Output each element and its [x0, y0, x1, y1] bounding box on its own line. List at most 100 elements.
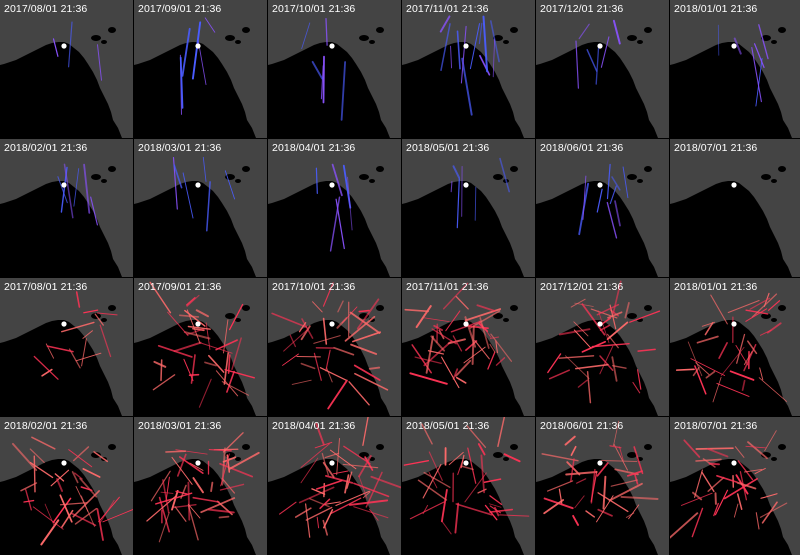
trajectory-streak	[743, 350, 753, 366]
trajectory-streak	[452, 335, 463, 352]
trajectory-streak	[754, 467, 766, 475]
trajectory-streak	[313, 335, 341, 344]
map-panel: 2017/12/01 21:36	[536, 0, 669, 138]
origin-marker	[195, 460, 201, 466]
land-area	[402, 278, 535, 416]
origin-marker	[597, 460, 603, 466]
origin-marker	[195, 43, 201, 49]
trajectory-streak	[680, 492, 713, 506]
trajectory-streak	[415, 305, 432, 329]
trajectory-streak	[300, 362, 316, 370]
trajectory-streak	[167, 311, 189, 336]
trajectory-streak	[622, 166, 629, 199]
trajectory-streak	[353, 506, 389, 519]
trajectory-streak	[222, 456, 237, 463]
trajectory-streak	[152, 374, 176, 391]
trajectory-streak	[337, 300, 344, 313]
trajectory-streak	[585, 510, 596, 518]
trajectory-streak	[165, 450, 187, 453]
trajectory-streak	[596, 303, 620, 316]
trajectory-streak	[713, 502, 719, 517]
trajectory-streak	[75, 291, 81, 308]
map-panel: 2017/08/01 21:36	[0, 0, 133, 138]
trajectory-streak	[701, 471, 715, 493]
trajectory-streak	[329, 449, 357, 470]
trajectory-streak	[489, 495, 503, 506]
trajectory-streak	[199, 342, 233, 354]
trajectory-streak	[146, 495, 177, 522]
trajectory-streak	[346, 471, 353, 489]
origin-marker	[61, 321, 67, 327]
trajectory-streak	[315, 479, 343, 490]
trajectory-streak	[455, 359, 472, 377]
trajectory-streak	[691, 507, 704, 538]
map-panel: 2018/01/01 21:36	[670, 0, 800, 138]
map-canvas	[670, 0, 800, 138]
panel-timestamp: 2018/02/01 21:36	[4, 142, 88, 154]
trajectory-streak	[468, 325, 489, 330]
map-panel: 2017/09/01 21:36	[134, 278, 267, 416]
trajectory-streak	[210, 481, 214, 493]
trajectory-streak	[687, 341, 703, 377]
trajectory-streak	[362, 417, 369, 446]
trajectory-streak	[417, 479, 448, 501]
trajectory-streak	[325, 18, 328, 46]
panel-timestamp: 2018/03/01 21:36	[138, 420, 222, 432]
water-inlet	[627, 174, 637, 180]
map-panel: 2018/03/01 21:36	[134, 139, 267, 277]
water-inlet	[108, 305, 116, 311]
water-inlet	[108, 27, 116, 33]
trajectory-streak	[609, 445, 622, 449]
trajectory-streak	[90, 196, 98, 226]
trajectory-streak	[150, 470, 171, 502]
panel-timestamp: 2018/05/01 21:36	[406, 142, 490, 154]
water-inlet	[91, 174, 101, 180]
trajectory-streak	[315, 422, 325, 446]
water-inlet	[761, 313, 771, 319]
trajectory-streak	[767, 300, 781, 311]
trajectory-streak	[619, 446, 624, 461]
panel-timestamp: 2017/08/01 21:36	[4, 281, 88, 293]
land-area	[402, 0, 535, 138]
trajectory-streak	[424, 317, 450, 323]
trajectory-streak	[218, 515, 230, 519]
water-inlet	[376, 444, 384, 450]
map-canvas	[0, 0, 133, 138]
water-inlet	[627, 35, 637, 41]
trajectory-streak	[428, 451, 443, 481]
trajectory-streak	[727, 299, 760, 314]
map-canvas	[0, 139, 133, 277]
trajectory-streak	[102, 509, 133, 523]
trajectory-streak	[71, 471, 79, 484]
trajectory-streak	[612, 365, 627, 369]
map-panel: 2018/05/01 21:36	[402, 417, 535, 555]
land-area	[670, 0, 800, 138]
trajectory-streak	[637, 348, 656, 352]
trajectory-streak	[456, 178, 460, 229]
land-area	[134, 417, 267, 555]
trajectory-streak	[614, 200, 621, 227]
trajectory-streak	[610, 479, 638, 487]
trajectory-streak	[157, 344, 193, 358]
trajectory-streak	[195, 309, 209, 318]
trajectory-streak	[358, 475, 368, 499]
trajectory-streak	[548, 369, 570, 380]
water-inlet	[101, 40, 107, 44]
trajectory-streak	[215, 370, 239, 397]
trajectory-streak	[633, 473, 639, 485]
trajectory-streak	[172, 504, 197, 509]
map-panel: 2018/07/01 21:36	[670, 417, 800, 555]
trajectory-streak	[165, 476, 170, 503]
trajectory-streak	[315, 167, 318, 194]
trajectory-streak	[712, 376, 722, 403]
origin-marker	[61, 43, 67, 49]
trajectory-streak	[764, 430, 777, 452]
trajectory-streak	[178, 314, 200, 318]
panel-timestamp: 2018/01/01 21:36	[674, 3, 758, 15]
map-canvas	[402, 278, 535, 416]
panel-timestamp: 2018/06/01 21:36	[540, 142, 624, 154]
panel-timestamp: 2018/07/01 21:36	[674, 420, 758, 432]
water-inlet	[101, 318, 107, 322]
trajectory-streak	[423, 471, 451, 489]
trajectory-streak	[611, 176, 621, 191]
